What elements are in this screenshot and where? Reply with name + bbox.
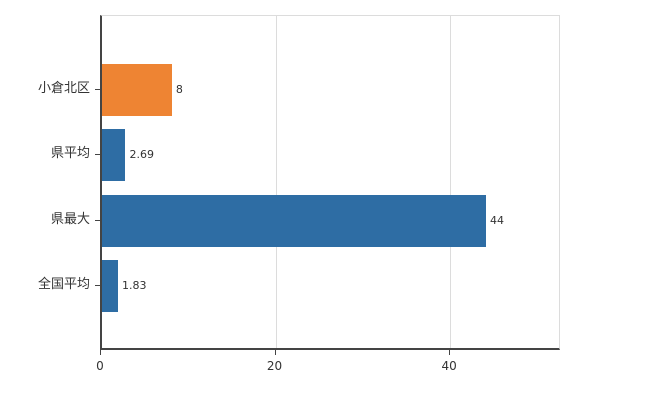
- x-tick-label: 40: [441, 359, 457, 373]
- category-label: 県平均: [50, 146, 90, 162]
- y-axis-tick: [95, 88, 100, 90]
- category-label: 小倉北区: [37, 80, 90, 96]
- x-tick-label: 20: [266, 359, 283, 373]
- value-label: 1.83: [121, 279, 147, 293]
- bar: [102, 194, 487, 247]
- category-label: 全国平均: [37, 277, 90, 293]
- y-axis-tick: [95, 285, 100, 287]
- gridline: [275, 16, 277, 348]
- bar: [102, 260, 118, 313]
- value-label: 44: [490, 213, 505, 227]
- y-axis-tick: [95, 154, 100, 156]
- category-label: 県最大: [50, 211, 90, 227]
- x-axis-tick: [100, 350, 101, 355]
- value-label: 2.69: [129, 148, 154, 162]
- x-tick-label: 0: [96, 359, 104, 373]
- gridline: [450, 16, 452, 348]
- y-axis-tick: [95, 219, 100, 221]
- value-label: 8: [175, 82, 183, 96]
- x-axis-tick: [274, 350, 276, 355]
- plot-area: 8 2.69 44 1.83: [100, 15, 560, 350]
- bar: [102, 129, 126, 182]
- bar: [102, 63, 172, 116]
- x-axis-tick: [449, 350, 451, 355]
